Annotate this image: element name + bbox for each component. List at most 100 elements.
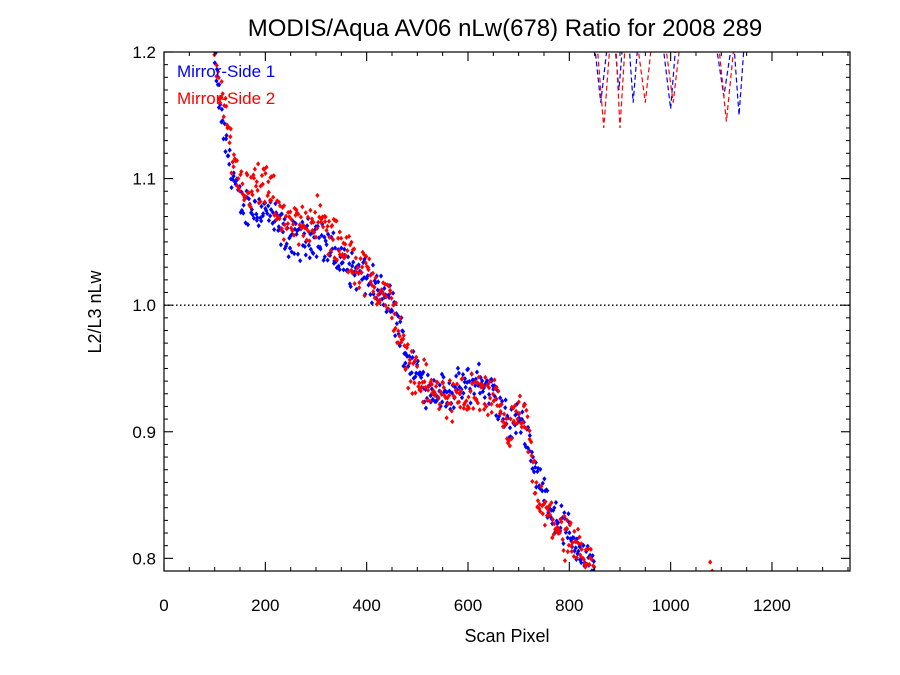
data-point <box>563 529 569 535</box>
data-point <box>346 269 351 275</box>
data-point <box>345 267 350 273</box>
data-point <box>373 275 378 281</box>
data-point <box>559 503 564 509</box>
data-point <box>332 255 337 261</box>
data-point <box>287 214 292 220</box>
x-tick-label: 600 <box>454 596 482 615</box>
data-point <box>453 387 458 393</box>
data-point <box>357 285 362 291</box>
data-point <box>484 403 489 410</box>
data-point <box>445 401 451 407</box>
data-point <box>569 543 574 549</box>
data-point <box>529 453 534 459</box>
data-point <box>372 284 377 290</box>
data-point <box>459 394 465 401</box>
data-point <box>527 432 532 439</box>
data-point <box>258 183 263 189</box>
data-point <box>561 547 566 554</box>
data-point <box>407 357 412 363</box>
data-point <box>466 405 472 411</box>
data-point <box>574 555 579 561</box>
data-point <box>477 407 482 413</box>
data-point <box>437 401 442 407</box>
data-point <box>288 233 293 239</box>
data-point <box>482 394 487 401</box>
data-point <box>368 291 373 298</box>
data-point <box>394 321 399 327</box>
data-point <box>292 251 297 257</box>
data-point <box>272 218 277 224</box>
data-point <box>574 536 580 542</box>
data-point <box>516 399 521 405</box>
data-point <box>522 441 527 447</box>
data-point <box>325 231 331 237</box>
data-point <box>407 371 413 377</box>
data-point <box>214 36 218 41</box>
data-point <box>434 398 439 404</box>
data-point <box>476 382 481 389</box>
data-point <box>306 228 311 235</box>
data-point <box>258 199 263 205</box>
data-point <box>356 262 361 268</box>
data-point <box>461 405 466 411</box>
dashed-series-line <box>594 52 608 103</box>
data-point <box>526 449 531 455</box>
data-point <box>467 386 473 392</box>
data-point <box>437 382 442 388</box>
data-point <box>448 400 453 407</box>
data-point <box>393 325 398 331</box>
y-tick-label: 0.9 <box>132 423 156 442</box>
data-point <box>460 371 466 378</box>
data-point <box>392 311 397 317</box>
data-point <box>485 412 491 418</box>
data-point <box>572 548 577 554</box>
data-point <box>221 114 226 120</box>
data-point <box>412 380 417 386</box>
data-point <box>374 273 379 279</box>
data-point <box>301 233 306 239</box>
data-point <box>318 246 323 252</box>
data-point <box>588 555 593 561</box>
data-point <box>302 243 307 250</box>
data-point <box>337 266 342 273</box>
data-point <box>438 403 443 409</box>
data-point <box>354 269 359 275</box>
data-point <box>503 405 508 411</box>
data-point <box>573 545 578 551</box>
data-point <box>310 227 315 234</box>
data-point <box>572 528 577 535</box>
data-point <box>371 288 376 295</box>
data-point <box>381 291 386 297</box>
data-point <box>441 374 446 380</box>
data-point <box>442 389 447 395</box>
data-point <box>551 507 556 514</box>
data-point <box>426 383 431 390</box>
data-point <box>260 181 265 187</box>
data-point <box>325 257 330 263</box>
data-point <box>350 263 355 269</box>
data-point <box>334 218 339 224</box>
data-point <box>289 249 294 255</box>
data-point <box>219 78 224 85</box>
data-point <box>316 219 321 225</box>
data-point <box>512 420 517 426</box>
data-point <box>410 390 415 397</box>
data-point <box>328 247 333 254</box>
data-point <box>396 340 401 346</box>
data-point <box>487 379 492 385</box>
data-point <box>391 302 396 308</box>
data-point <box>337 251 343 258</box>
data-point <box>448 406 453 412</box>
data-point <box>364 253 369 260</box>
data-point <box>305 223 310 229</box>
data-point <box>421 369 426 375</box>
data-point <box>409 370 414 376</box>
data-point <box>429 377 434 383</box>
data-point <box>576 548 581 554</box>
data-point <box>322 254 327 260</box>
data-point <box>465 403 470 409</box>
data-point <box>555 519 561 526</box>
data-point <box>384 309 389 315</box>
data-point <box>519 416 525 422</box>
data-point <box>529 449 535 455</box>
